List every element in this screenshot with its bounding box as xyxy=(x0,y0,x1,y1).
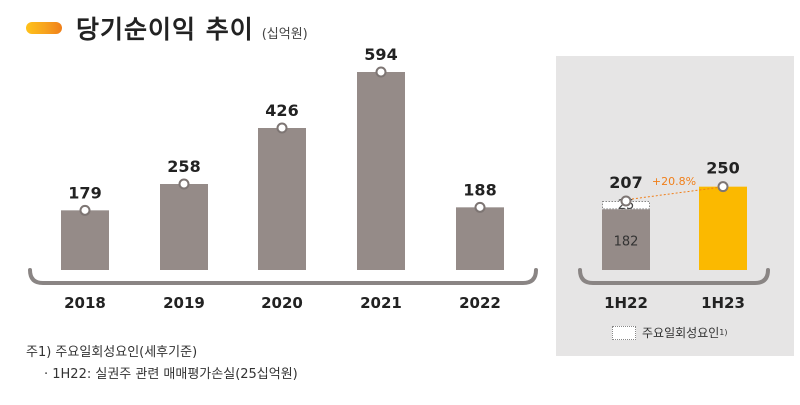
legend: 주요일회성요인 1) xyxy=(612,324,728,341)
footnote-1: 주1) 주요일회성요인(세후기준) xyxy=(26,345,198,360)
x-tick-2021: 2021 xyxy=(360,294,402,312)
half-year-panel xyxy=(556,56,794,356)
bar-marker-1H22 xyxy=(620,195,632,207)
value-label-2018: 179 xyxy=(68,183,101,202)
bar-1H23 xyxy=(699,186,747,270)
half-year-axis-bracket xyxy=(578,268,770,285)
bar-marker-2019 xyxy=(178,178,190,190)
x-tick-1H22: 1H22 xyxy=(604,294,648,312)
bar-2018 xyxy=(61,210,109,270)
x-tick-2018: 2018 xyxy=(64,294,106,312)
bar-marker-2021 xyxy=(375,66,387,78)
footnotes: 주1) 주요일회성요인(세후기준) · 1H22: 실권주 관련 매매평가손실(… xyxy=(26,342,298,386)
bar-2019 xyxy=(160,184,208,270)
bar-2020 xyxy=(258,128,306,270)
legend-swatch xyxy=(612,325,636,340)
bar-2021 xyxy=(357,72,405,270)
bar-marker-2018 xyxy=(79,204,91,216)
growth-label: +20.8% xyxy=(652,175,696,188)
bar-marker-2022 xyxy=(474,201,486,213)
value-label-2020: 426 xyxy=(265,101,298,120)
footnote-1-detail: · 1H22: 실권주 관련 매매평가손실(25십억원) xyxy=(44,367,298,382)
legend-footnote-mark: 1) xyxy=(719,328,728,337)
chart-title: 당기순이익 추이 xyxy=(76,15,254,44)
title-accent-pill xyxy=(26,22,62,34)
value-label-2021: 594 xyxy=(364,45,397,64)
value-label-1H22: 207 xyxy=(609,173,642,192)
value-label-2019: 258 xyxy=(167,157,200,176)
x-tick-2019: 2019 xyxy=(163,294,205,312)
title-block: 당기순이익 추이 (십억원) xyxy=(26,8,308,48)
unit-label: (십억원) xyxy=(261,26,308,42)
value-label-2022: 188 xyxy=(463,180,496,199)
x-tick-1H23: 1H23 xyxy=(701,294,745,312)
value-label-1H23: 250 xyxy=(706,159,739,178)
x-tick-2020: 2020 xyxy=(261,294,303,312)
segment-label-base: 182 xyxy=(614,235,639,250)
annual-axis-bracket xyxy=(28,268,538,285)
bar-2022 xyxy=(456,207,504,270)
legend-label: 주요일회성요인 xyxy=(642,326,720,340)
bar-marker-1H23 xyxy=(717,181,729,193)
x-tick-2022: 2022 xyxy=(459,294,501,312)
bar-marker-2020 xyxy=(276,122,288,134)
bar-1H22-base xyxy=(602,209,650,270)
